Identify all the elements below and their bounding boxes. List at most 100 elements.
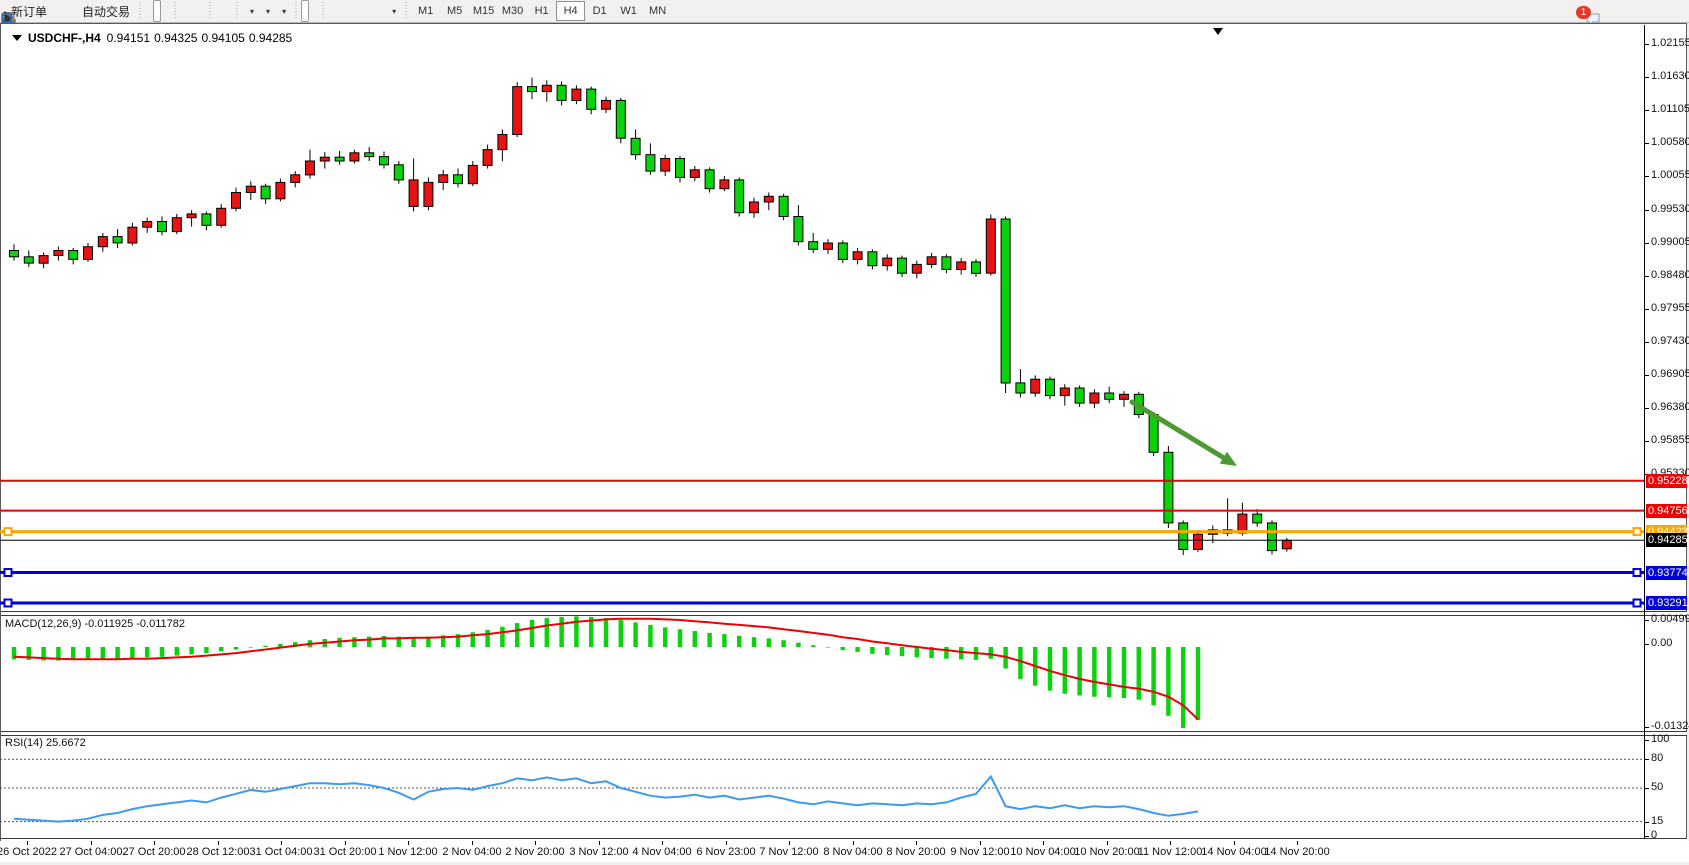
chevron-down-icon[interactable]: ▾ — [392, 6, 397, 16]
time-tick — [980, 841, 981, 845]
new-chart-button[interactable]: ▾ — [2, 0, 258, 26]
line-handle[interactable] — [3, 568, 13, 577]
time-tick-label: 4 Nov 04:00 — [632, 846, 692, 858]
price-tick — [1645, 210, 1649, 211]
timeframe-button-m5[interactable]: M5 — [446, 5, 463, 17]
line-handle[interactable] — [1632, 568, 1642, 577]
time-tick — [1297, 841, 1298, 845]
rsi-axis-label: 0 — [1651, 829, 1658, 841]
line-handle[interactable] — [1632, 598, 1642, 608]
time-tick — [27, 841, 28, 845]
time-tick-label: 3 Nov 12:00 — [569, 846, 629, 858]
macd-pane[interactable] — [0, 615, 1644, 731]
trend-arrow-head[interactable] — [1219, 451, 1237, 466]
zoom-in-button[interactable] — [2, 0, 188, 26]
low-value: 0.94105 — [201, 31, 245, 45]
price-tick-label: 1.00580 — [1651, 136, 1689, 148]
toolbar-separator — [136, 2, 144, 20]
time-axis[interactable]: 26 Oct 2022 27 Oct 04:00 27 Oct 20:00 28 Oc… — [0, 841, 1689, 862]
time-tick — [408, 841, 409, 845]
timeframe-button-m30[interactable]: M30 — [501, 5, 524, 17]
chart-shift-marker-icon[interactable] — [1213, 28, 1223, 35]
timeframe-button-h1[interactable]: H1 — [534, 5, 549, 17]
notification-badge: 1 — [1576, 6, 1591, 19]
chevron-down-icon[interactable]: ▾ — [266, 6, 271, 16]
chart-shift-button[interactable] — [2, 0, 231, 25]
market-watch-button[interactable] — [1, 0, 59, 24]
pane-separator[interactable] — [1, 611, 1687, 616]
candlestick-chart-button[interactable] — [2, 0, 162, 26]
timeframe-button-m15[interactable]: M15 — [472, 5, 495, 17]
vertical-line-tool-button[interactable] — [7, 0, 336, 26]
price-tick-label: 0.96380 — [1651, 401, 1689, 413]
fibonacci-tool-button[interactable]: F — [2, 0, 368, 27]
auto-trading-button[interactable]: 自动交易 — [1, 0, 134, 26]
auto-scroll-button[interactable] — [2, 0, 223, 25]
timeframe-button-w1[interactable]: W1 — [620, 5, 637, 17]
time-tick — [1170, 841, 1171, 845]
horizontal-line-tool-button[interactable] — [1, 0, 344, 22]
periods-menu-button[interactable]: ▾ — [1, 0, 274, 26]
candles-group — [9, 77, 1292, 556]
price-tick — [1645, 309, 1649, 310]
time-tick-label: 27 Oct 20:00 — [122, 846, 186, 858]
chevron-down-icon[interactable]: ▾ — [282, 6, 287, 16]
time-tick-label: 14 Nov 20:00 — [1264, 846, 1330, 858]
timeframe-button-mn[interactable]: MN — [649, 5, 667, 17]
symbol-ohlc-info: USDCHF-,H4 0.94151 0.94325 0.94105 0.942… — [12, 31, 292, 45]
rsi-pane[interactable] — [0, 734, 1644, 838]
chart-area[interactable] — [0, 23, 1687, 841]
time-tick-label: 8 Nov 04:00 — [823, 846, 883, 858]
line-handle[interactable] — [1632, 527, 1642, 537]
price-tick-label: 0.95855 — [1651, 434, 1689, 446]
time-tick-label: 1 Nov 12:00 — [378, 846, 438, 858]
bar-chart-button[interactable] — [2, 0, 153, 24]
trendline-tool-button[interactable] — [2, 0, 352, 25]
price-tick — [1645, 143, 1649, 144]
chevron-down-icon[interactable]: ▾ — [250, 6, 255, 16]
price-tick — [1645, 375, 1649, 376]
line-handle[interactable] — [3, 598, 13, 608]
timeframe-button-m1[interactable]: M1 — [417, 5, 434, 17]
toolbar-separator — [233, 2, 241, 20]
crosshair-tool-button[interactable] — [2, 0, 317, 25]
rsi-axis-label: 100 — [1651, 733, 1670, 745]
time-tick — [91, 841, 92, 845]
one-click-trading-toggle-icon[interactable] — [12, 35, 22, 41]
publish-chart-button[interactable] — [1, 0, 67, 25]
zoom-out-button[interactable] — [2, 0, 196, 26]
time-tick — [154, 841, 155, 845]
pane-separator[interactable] — [1, 731, 1687, 736]
time-tick — [662, 841, 663, 845]
arrows-tool-button[interactable]: ▾ — [1, 0, 400, 26]
text-tool-button[interactable]: A — [4, 0, 376, 27]
price-tick-label: 1.01105 — [1651, 103, 1689, 115]
time-tick — [535, 841, 536, 845]
price-tick-label: 1.01630 — [1651, 70, 1689, 82]
toolbar-separator — [319, 2, 327, 20]
rsi-axis-label: 15 — [1651, 815, 1664, 827]
text-label-tool-button[interactable]: T — [1, 0, 384, 25]
new-order-button-label: 新订单 — [11, 4, 48, 19]
trend-arrow[interactable] — [1129, 399, 1233, 465]
macd-signal-line — [13, 617, 1199, 721]
auto-trading-button-label: 自动交易 — [82, 4, 131, 19]
tile-windows-button[interactable] — [2, 0, 204, 25]
price-tick — [1645, 342, 1649, 343]
open-value: 0.94151 — [106, 31, 151, 45]
timeframe-button-d1[interactable]: D1 — [592, 5, 607, 17]
cursor-tool-button[interactable] — [4, 0, 310, 27]
signals-button[interactable] — [2, 0, 75, 25]
time-tick — [218, 841, 219, 845]
line-handle[interactable] — [3, 527, 13, 537]
templates-button[interactable]: ▾ — [1, 0, 290, 25]
svg-text:A: A — [4, 13, 12, 27]
line-chart-button[interactable] — [1, 0, 169, 23]
timeframe-button-h4[interactable]: H4 — [556, 1, 586, 21]
price-level-label-0.95228: 0.95228 — [1646, 474, 1688, 488]
equidistant-channel-tool-button[interactable]: E — [1, 0, 360, 27]
price-chart-pane[interactable] — [0, 26, 1644, 611]
time-tick-label: 2 Nov 04:00 — [442, 846, 502, 858]
time-tick-label: 14 Nov 04:00 — [1201, 846, 1267, 858]
price-level-label-0.94285: 0.94285 — [1646, 533, 1688, 547]
